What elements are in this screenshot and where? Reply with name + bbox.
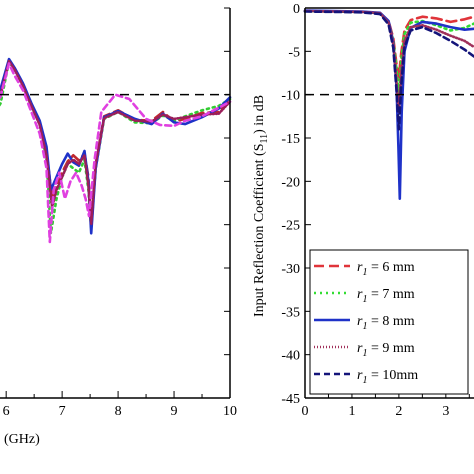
legend-symbol: r bbox=[357, 287, 363, 302]
legend-label-3: r1 = 8 mm bbox=[357, 314, 415, 332]
legend-symbol: r bbox=[357, 341, 363, 356]
legend-subscript: 1 bbox=[362, 321, 367, 332]
left-x-tick-label: 10 bbox=[223, 404, 237, 419]
right-x-tick-label: 2 bbox=[395, 404, 402, 419]
legend-box bbox=[309, 249, 469, 395]
left-x-tick-label: 6 bbox=[3, 404, 10, 419]
right-x-tick-label: 1 bbox=[348, 404, 355, 419]
left-chart-panel: 6 7 8 9 10 (GHz) bbox=[0, 7, 237, 447]
left-x-tick-label: 9 bbox=[171, 404, 178, 419]
legend-value: = 8 mm bbox=[367, 314, 414, 329]
right-y-tick-label: -15 bbox=[281, 132, 300, 147]
right-y-axis-label-tail: ) in dB bbox=[252, 95, 267, 134]
right-y-axis-label-sub: 11 bbox=[259, 134, 270, 144]
legend-value: = 9 mm bbox=[367, 341, 414, 356]
left-chart-axes: 6 7 8 9 10 bbox=[0, 7, 237, 419]
right-y-tick-label: -10 bbox=[281, 89, 300, 104]
right-y-tick-label: -30 bbox=[281, 262, 300, 277]
legend-value: = 10mm bbox=[367, 368, 418, 383]
right-y-tick-label: -35 bbox=[281, 305, 300, 320]
right-x-tick-label: 3 bbox=[442, 404, 449, 419]
legend-symbol: r bbox=[357, 368, 363, 383]
right-y-tick-label: -40 bbox=[281, 349, 300, 364]
legend-subscript: 1 bbox=[362, 294, 367, 305]
legend-subscript: 1 bbox=[362, 375, 367, 386]
right-y-tick-label: -45 bbox=[281, 392, 300, 407]
left-x-tick-label: 7 bbox=[59, 404, 66, 419]
left-chart-series bbox=[0, 57, 232, 244]
legend-symbol: r bbox=[357, 314, 363, 329]
legend-label-4: r1 = 9 mm bbox=[357, 341, 415, 359]
legend-value: = 7 mm bbox=[367, 287, 414, 302]
right-chart-axes: 0-5-10-15-20-25-30-35-40-450 1 2 3 bbox=[281, 2, 474, 419]
right-y-tick-label: -20 bbox=[281, 175, 300, 190]
right-x-tick-label: 0 bbox=[302, 404, 309, 419]
right-y-axis-label: Input Reflection Coefficient (S11) in dB bbox=[252, 95, 270, 317]
left-series-3-line bbox=[0, 57, 232, 235]
left-series-2-line bbox=[0, 60, 232, 235]
legend-symbol: r bbox=[357, 260, 363, 275]
right-y-tick-label: 0 bbox=[293, 2, 300, 17]
legend-label-2: r1 = 7 mm bbox=[357, 287, 415, 305]
legend-subscript: 1 bbox=[362, 267, 367, 278]
left-x-tick-label: 8 bbox=[115, 404, 122, 419]
left-series-5-line bbox=[0, 62, 232, 244]
left-series-1-line bbox=[0, 58, 232, 226]
left-series-4-line bbox=[0, 59, 232, 226]
legend-label-5: r1 = 10mm bbox=[357, 368, 418, 386]
right-y-axis-label-main: Input Reflection Coefficient (S bbox=[252, 144, 267, 318]
right-y-tick-label: -25 bbox=[281, 219, 300, 234]
legend-label-1: r1 = 6 mm bbox=[357, 260, 415, 278]
legend-subscript: 1 bbox=[362, 348, 367, 359]
right-chart-panel: Input Reflection Coefficient (S11) in dB… bbox=[252, 2, 474, 419]
legend-value: = 6 mm bbox=[367, 260, 414, 275]
right-chart-series bbox=[303, 9, 474, 200]
left-x-axis-label: (GHz) bbox=[4, 432, 40, 447]
right-series-5-line bbox=[303, 10, 474, 131]
right-y-tick-label: -5 bbox=[288, 45, 300, 60]
